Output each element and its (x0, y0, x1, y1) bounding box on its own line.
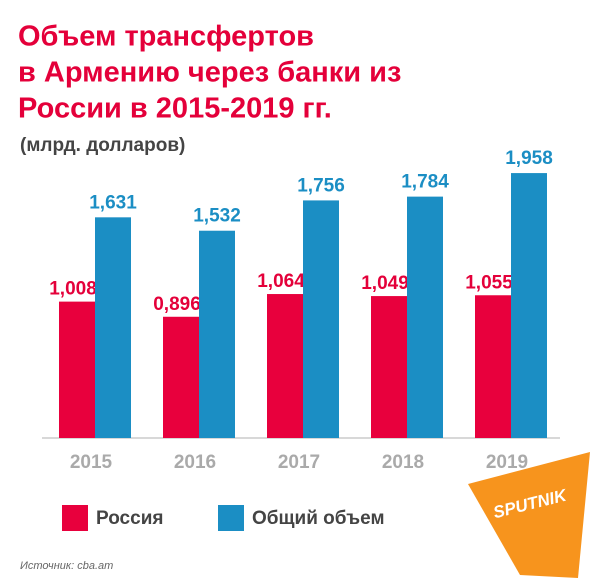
value-label: 1,958 (505, 148, 553, 169)
x-tick-label: 2017 (278, 452, 320, 473)
legend-swatch (218, 505, 244, 531)
bar (475, 295, 511, 438)
bar (407, 196, 443, 438)
value-label: 1,008 (49, 279, 97, 300)
legend-swatch (62, 505, 88, 531)
bar (59, 301, 95, 438)
subtitle: (млрд. долларов) (20, 135, 185, 156)
x-tick-label: 2019 (486, 452, 528, 473)
logo-shape (468, 452, 590, 578)
bar (303, 200, 339, 438)
x-tick-label: 2015 (70, 452, 113, 473)
value-label: 0,896 (153, 294, 201, 315)
chart-title: Объем трансфертов (18, 21, 314, 53)
value-label: 1,055 (465, 272, 513, 293)
value-label: 1,532 (193, 206, 241, 227)
source: Источник: cba.am (20, 560, 113, 572)
value-label: 1,784 (401, 172, 449, 193)
bar (199, 230, 235, 438)
bar (511, 173, 547, 439)
bar (163, 316, 199, 438)
bar (267, 294, 303, 438)
legend-label: Россия (96, 508, 163, 529)
x-tick-label: 2018 (382, 452, 424, 473)
bar (95, 217, 131, 438)
bar (371, 296, 407, 438)
value-label: 1,631 (89, 192, 137, 213)
chart-title: в Армению через банки из (18, 57, 401, 89)
value-label: 1,064 (257, 271, 305, 292)
legend-label: Общий объем (252, 508, 385, 529)
value-label: 1,049 (361, 273, 409, 294)
x-tick-label: 2016 (174, 452, 216, 473)
chart-title: России в 2015-2019 гг. (18, 93, 332, 125)
value-label: 1,756 (297, 175, 345, 196)
